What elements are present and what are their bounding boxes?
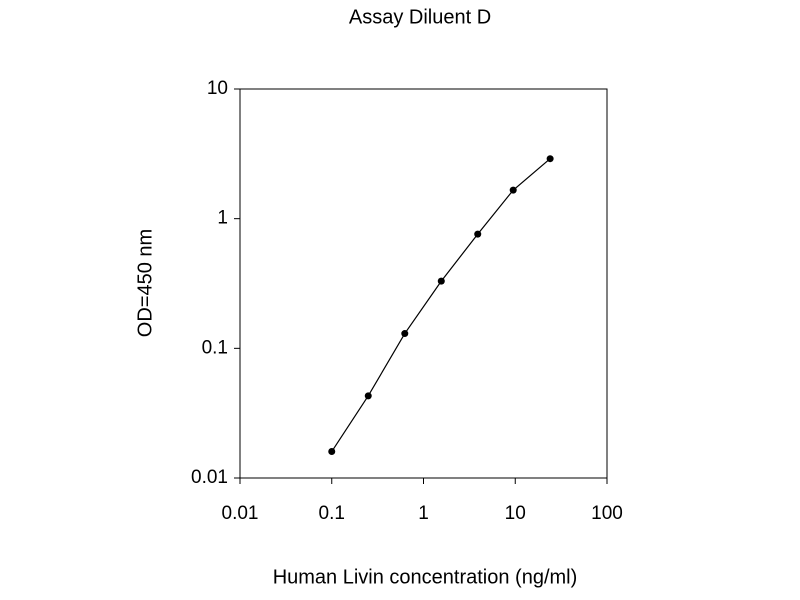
x-tick-label: 10 [505, 503, 526, 524]
y-tick-label: 10 [207, 78, 228, 99]
point [546, 155, 554, 163]
x-tick-label: 0.01 [222, 503, 259, 524]
point [328, 448, 336, 456]
point [437, 277, 445, 285]
point [401, 330, 409, 338]
x-tick-label: 1 [418, 503, 429, 524]
plot-frame [239, 88, 608, 479]
point [364, 392, 372, 400]
point [474, 230, 482, 238]
y-tick-label: 1 [217, 208, 228, 229]
y-tick-label: 0.1 [202, 337, 228, 358]
line [331, 158, 551, 452]
y-tick-label: 0.01 [191, 467, 228, 488]
x-tick-label: 100 [591, 503, 623, 524]
x-axis-label: Human Livin concentration (ng/ml) [273, 566, 578, 588]
x-tick-label: 0.1 [319, 503, 345, 524]
y-axis-label: OD=450 nm [134, 229, 156, 337]
chart-title: Assay Diluent D [349, 6, 491, 28]
point [509, 186, 517, 194]
